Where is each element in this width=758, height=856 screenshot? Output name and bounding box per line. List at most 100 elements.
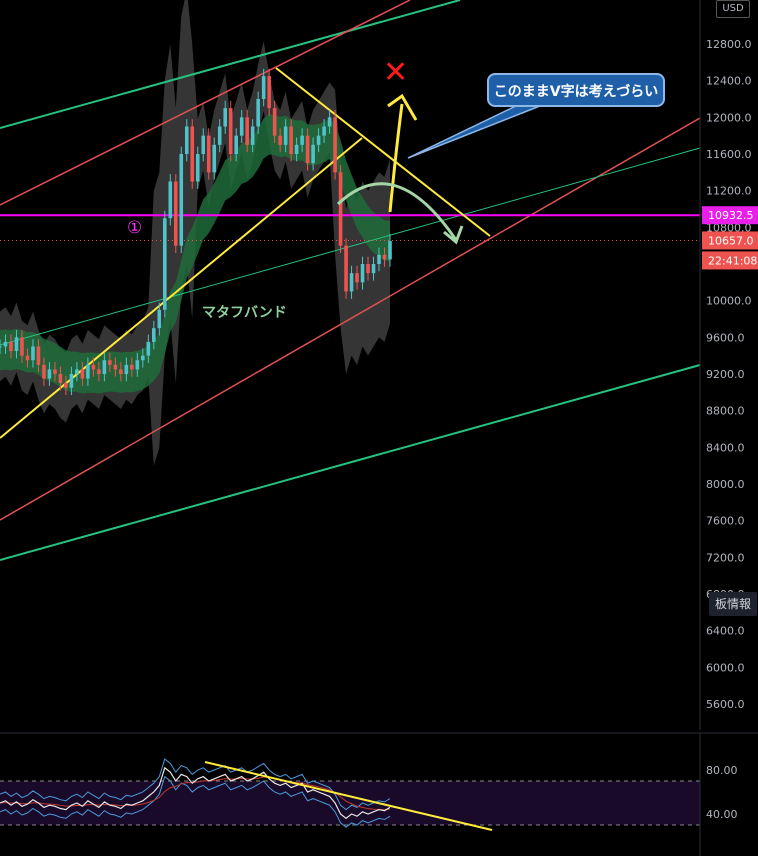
price-tick-label: 11600.0 bbox=[706, 148, 752, 161]
channel-upper-green bbox=[0, 0, 461, 129]
candle-body bbox=[3, 341, 8, 347]
candle-body bbox=[119, 369, 123, 374]
price-badge-label: 22:41:08 bbox=[708, 254, 757, 267]
price-badge bbox=[702, 251, 758, 270]
channel-lower-red bbox=[0, 117, 701, 521]
price-tick-label: 7600.0 bbox=[706, 515, 745, 528]
price-tick-label: 8800.0 bbox=[706, 405, 745, 418]
rsi-line bbox=[0, 766, 391, 820]
candle-body bbox=[86, 364, 90, 379]
candle-body bbox=[184, 126, 189, 154]
candle-body bbox=[195, 154, 200, 182]
candle-body bbox=[360, 264, 365, 283]
price-tick-label: 12400.0 bbox=[706, 75, 752, 88]
candle-body bbox=[124, 364, 129, 374]
candle-body bbox=[173, 181, 178, 246]
candle-body bbox=[239, 117, 244, 136]
candle-body bbox=[53, 369, 57, 374]
price-tick-label: 6000.0 bbox=[706, 661, 745, 674]
candle-body bbox=[234, 135, 238, 154]
price-tick-label: 5600.0 bbox=[706, 698, 745, 711]
candle-body bbox=[190, 126, 195, 182]
candle-body bbox=[9, 341, 13, 352]
candle-body bbox=[294, 144, 299, 154]
price-badge bbox=[702, 206, 758, 225]
candle-body bbox=[289, 126, 293, 154]
candle-body bbox=[179, 154, 184, 246]
candle-body bbox=[135, 360, 140, 370]
price-tick-label: 9200.0 bbox=[706, 368, 745, 381]
candle-body bbox=[108, 360, 112, 365]
candle-body bbox=[333, 117, 337, 173]
candle-body bbox=[382, 254, 387, 260]
rsi-trendline bbox=[204, 761, 493, 831]
candle-body bbox=[388, 241, 392, 260]
callout-annotation: このままV字は考えづらい bbox=[487, 73, 665, 107]
matafu-band bbox=[0, 114, 390, 394]
candle-body bbox=[228, 108, 233, 154]
candle-body bbox=[212, 144, 217, 173]
price-badge-label: 10657.0 bbox=[708, 234, 754, 247]
candle-body bbox=[36, 346, 41, 365]
currency-label[interactable]: USD bbox=[716, 0, 750, 18]
resistance-trendline bbox=[275, 67, 491, 237]
candle-body bbox=[152, 328, 156, 342]
candle-body bbox=[91, 364, 96, 370]
price-tick-label: 8000.0 bbox=[706, 478, 745, 491]
rsi-tick-label: 80.00 bbox=[706, 764, 738, 777]
cross-mark: ✕ bbox=[383, 55, 408, 90]
price-tick-label: 11200.0 bbox=[706, 185, 752, 198]
candle-body bbox=[157, 309, 162, 329]
candle-body bbox=[366, 264, 370, 274]
price-tick-label: 12000.0 bbox=[706, 111, 752, 124]
channel-upper-red bbox=[0, 0, 411, 206]
candle-body bbox=[223, 108, 228, 127]
trend-thin-green bbox=[0, 147, 701, 346]
candle-body bbox=[97, 369, 101, 374]
expected-path-arrow bbox=[336, 182, 458, 241]
candle-body bbox=[272, 108, 277, 136]
price-tick-label: 10000.0 bbox=[706, 295, 752, 308]
candle-body bbox=[146, 341, 151, 356]
candle-body bbox=[300, 135, 304, 145]
expected-path-arrowhead bbox=[443, 225, 464, 245]
rsi-band-lower bbox=[0, 775, 391, 828]
candle-body bbox=[250, 126, 255, 145]
candle-body bbox=[20, 337, 24, 356]
candle-body bbox=[141, 355, 145, 361]
candle-body bbox=[316, 135, 321, 145]
price-tick-label: 12800.0 bbox=[706, 38, 752, 51]
candle-body bbox=[25, 355, 30, 361]
candle-body bbox=[311, 144, 315, 164]
candle-body bbox=[377, 254, 381, 264]
channel-lower-green bbox=[0, 364, 701, 561]
candle-body bbox=[206, 135, 211, 173]
candle-body bbox=[102, 360, 107, 374]
candle-body bbox=[42, 364, 46, 379]
rsi-ma bbox=[0, 776, 391, 811]
candle-body bbox=[217, 126, 222, 145]
candle-body bbox=[64, 383, 68, 388]
order-book-button[interactable]: 板情報 bbox=[709, 592, 757, 616]
price-badge-label: 10932.5 bbox=[708, 209, 754, 222]
candle-body bbox=[256, 99, 260, 127]
candle-body bbox=[344, 245, 348, 292]
v-shape-arrow bbox=[388, 103, 404, 213]
rsi-band-upper bbox=[0, 758, 391, 811]
candle-body bbox=[130, 364, 134, 370]
candle-body bbox=[168, 181, 173, 219]
candle-body bbox=[47, 369, 52, 379]
candle-body bbox=[69, 374, 74, 388]
price-badge bbox=[702, 231, 758, 250]
candle-body bbox=[338, 172, 343, 246]
band-label: マタフバンド bbox=[202, 305, 287, 321]
candle-body bbox=[349, 273, 354, 292]
candle-body bbox=[245, 117, 249, 145]
price-tick-label: 7200.0 bbox=[706, 551, 745, 564]
candle-body bbox=[80, 369, 85, 379]
candle-body bbox=[305, 135, 310, 164]
rsi-tick-label: 40.00 bbox=[706, 808, 738, 821]
candle-body bbox=[278, 135, 282, 145]
